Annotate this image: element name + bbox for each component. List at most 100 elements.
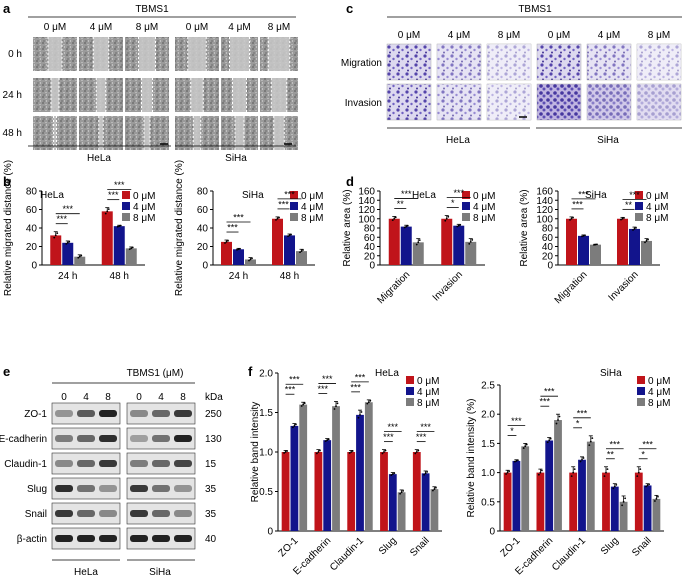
data-point (403, 226, 406, 229)
bar (233, 249, 244, 265)
data-point (295, 423, 297, 426)
bar (578, 459, 586, 531)
y-tick-label: 60 (542, 233, 554, 244)
data-point (539, 471, 542, 474)
panel-c-conc-1: 4 μM (448, 30, 470, 41)
legend-swatch (637, 376, 645, 384)
data-point (444, 219, 447, 222)
bar (578, 235, 589, 265)
panel-e-conc-0: 0 (61, 392, 67, 403)
legend-swatch (635, 213, 643, 221)
data-point (318, 449, 321, 452)
data-point (615, 483, 618, 486)
panel-e-conc-1: 4 (83, 392, 89, 403)
chart-title: HeLa (40, 190, 64, 201)
data-point (588, 444, 591, 447)
bar (364, 402, 373, 531)
wound-gap (51, 78, 59, 112)
sig-label: *** (578, 189, 589, 199)
blot-label-0: ZO-1 (24, 409, 47, 420)
data-point (468, 242, 471, 245)
blot-kda-5: 40 (205, 534, 217, 545)
panel-e-hela: HeLa (74, 567, 98, 578)
legend-label: 0 μM (646, 191, 668, 202)
panel-b-label: b (3, 174, 11, 189)
transwell-image (586, 43, 632, 81)
data-point (637, 471, 640, 474)
data-point (589, 440, 592, 443)
transwell-image (536, 83, 582, 121)
density-overlay (487, 44, 531, 80)
bar (50, 235, 62, 265)
data-point (612, 487, 615, 490)
data-point (582, 457, 585, 459)
x-tick-label: ZO-1 (277, 535, 301, 559)
panel-a-conc-5: 8 μM (268, 22, 290, 33)
data-point (581, 235, 583, 238)
panel-a-hela: HeLa (87, 153, 111, 164)
data-point (300, 250, 303, 253)
data-point (276, 217, 279, 220)
bar (113, 226, 125, 265)
panel-c-row-1: Invasion (345, 98, 382, 109)
bar (397, 492, 406, 531)
y-tick-label: 100 (358, 214, 375, 225)
bar (388, 474, 397, 531)
y-tick-label: 60 (364, 233, 376, 244)
y-tick-label: 80 (542, 224, 554, 235)
blot-band (152, 460, 170, 467)
bar (465, 241, 477, 265)
chart-title: SiHa (242, 190, 264, 201)
bar (430, 489, 439, 531)
blot-band (174, 535, 192, 542)
data-point (648, 483, 650, 486)
blot-band (77, 460, 95, 467)
panel-e-conc-5: 8 (180, 392, 186, 403)
transwell-image (386, 43, 432, 81)
data-point (424, 472, 427, 475)
data-point (394, 216, 397, 219)
legend-swatch (406, 398, 414, 406)
bar (634, 472, 643, 531)
wound-gap (138, 37, 156, 71)
blot-band (152, 435, 170, 442)
sig-label: *** (572, 199, 583, 209)
wound-gap (229, 37, 250, 71)
data-point (415, 451, 418, 453)
panel-c-siha: SiHa (597, 135, 619, 146)
blot-band (55, 435, 73, 442)
blot-band (99, 535, 117, 542)
data-point (557, 419, 559, 421)
data-point (622, 500, 625, 503)
blot-kda-3: 35 (205, 484, 217, 495)
data-point (639, 468, 642, 470)
data-point (546, 441, 549, 444)
data-point (573, 468, 576, 470)
blot-band (77, 410, 95, 417)
bar (566, 218, 577, 265)
sig-label: *** (629, 190, 640, 200)
data-point (405, 225, 408, 228)
sig-label: *** (114, 180, 125, 190)
blot-band (55, 460, 73, 467)
sig-label: ** (625, 200, 633, 210)
sig-label: *** (453, 188, 464, 198)
panel-e-conc-4: 4 (158, 392, 164, 403)
data-point (579, 460, 582, 463)
legend-label: 0 μM (133, 191, 155, 202)
data-point (290, 233, 292, 236)
bar (512, 460, 521, 531)
sig-label: ** (397, 199, 405, 209)
density-overlay (537, 44, 581, 80)
density-overlay (637, 84, 681, 120)
legend-label: 0 μM (473, 191, 495, 202)
data-point (384, 449, 387, 452)
y-tick-label: 0 (489, 527, 495, 538)
data-point (130, 247, 133, 250)
y-axis-label: Relative migrated distance (%) (3, 160, 14, 296)
blot-band (174, 510, 192, 517)
bar (281, 452, 290, 531)
sig-label: *** (401, 189, 412, 199)
legend-swatch (290, 213, 298, 221)
